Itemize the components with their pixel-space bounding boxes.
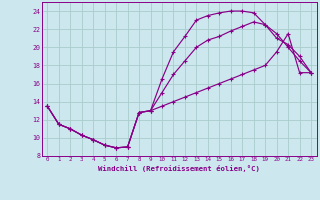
X-axis label: Windchill (Refroidissement éolien,°C): Windchill (Refroidissement éolien,°C) (98, 165, 260, 172)
